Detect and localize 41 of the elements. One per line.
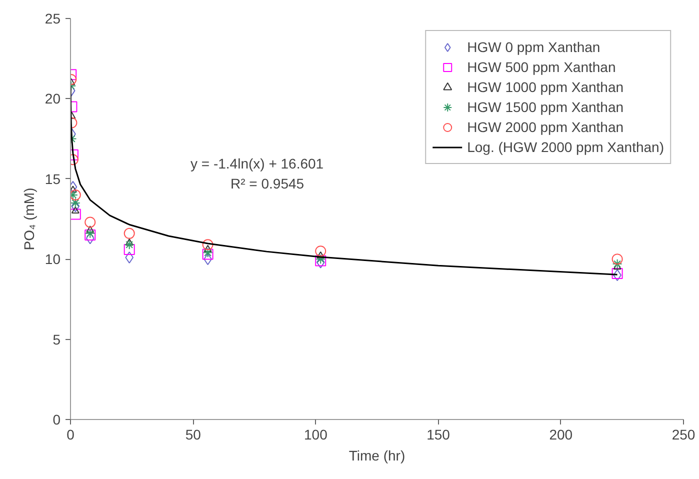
point: [204, 244, 212, 252]
point: [612, 258, 622, 269]
y-tick-label: 15: [44, 170, 61, 187]
legend-label: HGW 500 ppm Xanthan: [467, 59, 616, 75]
point: [125, 238, 134, 246]
y-tick-label: 0: [52, 412, 61, 428]
y-tick-label: 20: [44, 90, 61, 107]
x-tick-label: 0: [66, 426, 75, 442]
legend-label: Log. (HGW 2000 ppm Xanthan): [467, 139, 664, 155]
annotation: y = -1.4ln(x) + 16.601: [190, 156, 324, 172]
point: [124, 240, 134, 250]
x-tick-label: 250: [672, 426, 696, 442]
legend-label: HGW 0 ppm Xanthan: [467, 39, 600, 55]
y-tick-label: 25: [44, 10, 61, 26]
point: [125, 251, 134, 264]
x-tick-label: 200: [549, 426, 573, 442]
point: [86, 226, 94, 233]
annotation: R² = 0.9545: [230, 176, 304, 192]
point: [202, 239, 214, 250]
y-axis-title: PO₄ (mM): [20, 188, 37, 250]
point: [84, 216, 96, 228]
y-tick-label: 5: [52, 331, 61, 348]
x-tick-label: 150: [426, 426, 450, 442]
point: [70, 189, 81, 200]
y-tick-label: 10: [44, 251, 61, 268]
point: [124, 228, 135, 239]
point: [316, 251, 325, 258]
point: [84, 230, 96, 241]
point: [71, 206, 80, 214]
point: [85, 228, 96, 238]
point: [70, 198, 80, 208]
legend-label: HGW 2000 ppm Xanthan: [467, 119, 624, 135]
point: [315, 246, 326, 257]
x-tick-label: 100: [304, 426, 328, 442]
point: [71, 200, 80, 212]
x-axis-title: Time (hr): [348, 448, 406, 464]
point: [612, 254, 623, 265]
legend-label: HGW 1000 ppm Xanthan: [467, 79, 624, 95]
legend-label: HGW 1500 ppm Xanthan: [467, 99, 624, 115]
x-tick-label: 50: [185, 426, 202, 442]
point: [70, 208, 81, 220]
